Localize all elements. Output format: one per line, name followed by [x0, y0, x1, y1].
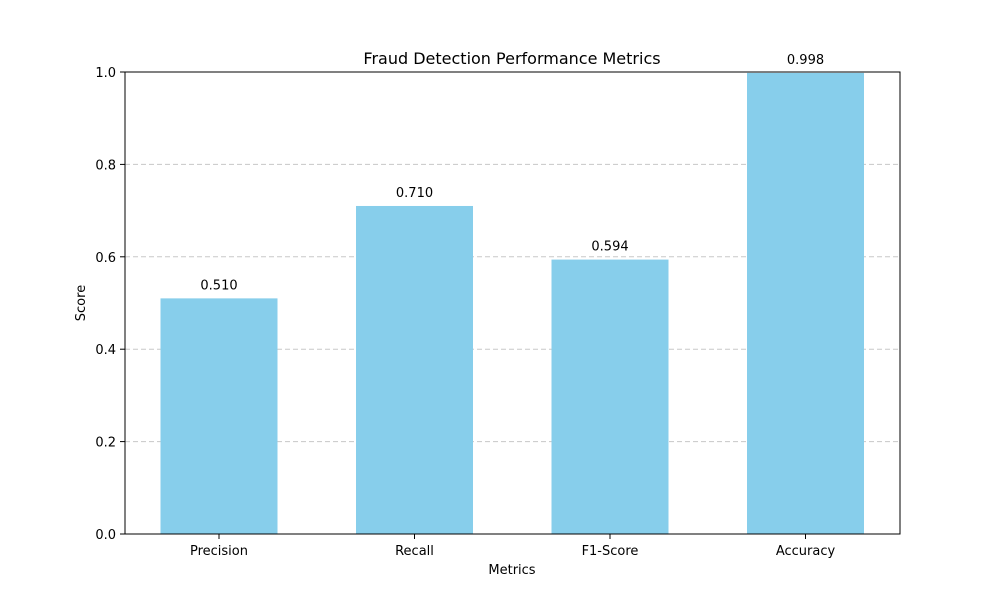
y-axis-label: Score	[74, 285, 89, 321]
x-tick-label: Recall	[395, 544, 434, 559]
y-axis-ticks: 0.0 0.2 0.4 0.6 0.8 1.0	[95, 66, 125, 543]
y-tick-label: 0.8	[95, 158, 116, 173]
bar-value-label: 0.594	[591, 240, 628, 255]
y-tick-label: 0.6	[95, 251, 116, 266]
bar-value-label: 0.998	[787, 53, 824, 68]
y-tick-label: 0.2	[95, 436, 116, 451]
y-tick-label: 0.0	[95, 528, 116, 543]
bars	[160, 72, 864, 535]
bar-recall	[356, 205, 473, 535]
x-tick-label: Accuracy	[776, 544, 836, 559]
bar-f1-score	[551, 259, 669, 534]
bar-value-label: 0.710	[396, 186, 433, 201]
x-tick-label: Precision	[190, 544, 248, 559]
y-tick-label: 0.4	[95, 343, 116, 358]
plot-frame	[124, 71, 901, 535]
x-axis-ticks: Precision Recall F1-Score Accuracy	[190, 534, 835, 559]
x-tick-label: F1-Score	[582, 544, 639, 559]
bar-accuracy	[747, 72, 864, 534]
chart-title: Fraud Detection Performance Metrics	[363, 49, 660, 68]
bar-precision	[160, 298, 278, 534]
bar-value-labels: 0.510 0.710 0.594 0.998	[200, 53, 824, 293]
bar-value-label: 0.510	[200, 278, 237, 293]
x-axis-label: Metrics	[488, 563, 535, 578]
y-tick-label: 1.0	[95, 66, 116, 81]
